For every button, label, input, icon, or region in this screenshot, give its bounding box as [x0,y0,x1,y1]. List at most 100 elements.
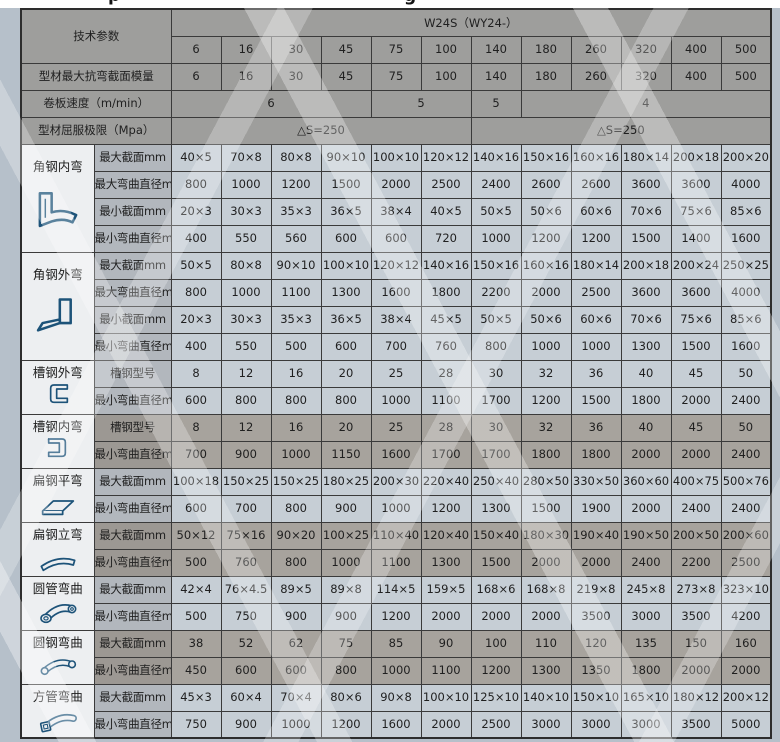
value-cell: 1800 [620,656,672,685]
row-label-cell: 最小弯曲直径mm [93,602,172,631]
value-cell: 500×76 [720,467,772,496]
value-cell: 2000 [620,494,672,523]
value-cell: 900 [320,494,372,523]
row-label-cell: 最小弯曲直径mm [93,656,172,685]
value-cell: 1300 [520,656,572,685]
value-cell: 3000 [570,710,622,739]
value-cell: 3000 [520,710,572,739]
value-cell: 3600 [670,278,722,307]
value-cell: 1150 [320,440,372,469]
value-cell: 800 [220,386,272,415]
value-cell: 2400 [620,548,672,577]
value-cell: 30×3 [220,197,272,226]
row-label-cell: 最大截面mm [93,143,172,172]
value-cell: 100×18 [170,467,222,496]
value-cell: 200×12 [720,683,772,712]
value-cell: 45 [670,359,722,388]
value-cell: 360×60 [620,467,672,496]
value-cell: 1700 [420,440,472,469]
value-cell: 2000 [370,170,422,199]
value-cell: 50×5 [470,305,522,334]
value-cell: 100×10 [370,143,422,172]
section-icon-cell: 圆钢弯曲 [20,629,95,685]
value-cell: 35×3 [270,305,322,334]
column-header-cell: 260 [570,35,622,64]
value-cell: 114×5 [370,575,422,604]
value-cell: 1350 [570,656,622,685]
value-cell: 760 [420,332,472,361]
value-cell: 4000 [720,170,772,199]
value-cell: 200×50 [670,521,722,550]
section-title: 圆钢弯曲 [32,634,83,650]
value-cell: 323×10 [720,575,772,604]
value-cell: 45×3 [170,683,222,712]
row-label-cell: 最小弯曲直径mm [93,224,172,253]
section-title: 角钢内弯 [32,158,83,174]
value-cell: 5 [470,89,522,118]
value-cell: 2400 [720,494,772,523]
value-cell: 600 [320,332,372,361]
channel-outer-bend-icon [22,379,93,411]
value-cell: 700 [370,332,422,361]
value-cell: 168×8 [520,575,572,604]
param-header-cell: 技术参数 [20,8,172,64]
section-title: 方管弯曲 [32,688,83,704]
value-cell: 90×10 [270,251,322,280]
value-cell: 89×5 [270,575,322,604]
value-cell: 2400 [720,440,772,469]
flat-steel-edge-bend-icon [22,541,93,573]
value-cell: 25 [370,413,422,442]
column-header-cell: 45 [320,35,372,64]
value-cell: 2400 [670,494,722,523]
value-cell: 3500 [670,710,722,739]
value-cell: 135 [620,629,672,658]
value-cell: 800 [270,386,322,415]
value-cell: 50×5 [170,251,222,280]
value-cell: 3600 [620,170,672,199]
value-cell: 150×40 [470,521,522,550]
value-cell: 80×6 [320,683,372,712]
value-cell: 70×6 [620,197,672,226]
value-cell: 75×6 [670,305,722,334]
value-cell: 600 [370,224,422,253]
column-header-cell: 500 [720,35,772,64]
value-cell: 150×25 [270,467,322,496]
value-cell: 500 [720,62,772,91]
value-cell: 3500 [570,602,622,631]
value-cell: 550 [220,224,272,253]
value-cell: 40 [620,413,672,442]
value-cell: 85×6 [720,197,772,226]
value-cell: 1600 [720,224,772,253]
value-cell: 1200 [470,656,522,685]
row-label-cell: 槽钢型号 [93,413,172,442]
value-cell: 6 [170,62,222,91]
value-cell: △S=250 [170,116,472,145]
value-cell: 1200 [320,710,372,739]
value-cell: 1500 [320,170,372,199]
value-cell: 32 [520,359,572,388]
value-cell: 1000 [320,548,372,577]
value-cell: 36 [570,413,622,442]
value-cell: 30 [470,413,522,442]
value-cell: 500 [170,548,222,577]
value-cell: 80×8 [220,251,272,280]
value-cell: 4000 [720,278,772,307]
value-cell: 200×18 [670,143,722,172]
value-cell: 1600 [370,440,422,469]
value-cell: 190×50 [620,521,672,550]
value-cell: 70×6 [620,305,672,334]
value-cell: 3000 [620,710,672,739]
value-cell: 70×4 [270,683,322,712]
value-cell: 110×40 [370,521,422,550]
section-title: 槽钢外弯 [32,364,83,380]
value-cell: △S=250 [470,116,772,145]
value-cell: 1000 [370,386,422,415]
value-cell: 1200 [520,386,572,415]
value-cell: 1000 [520,332,572,361]
value-cell: 3500 [670,602,722,631]
value-cell: 1500 [470,548,522,577]
value-cell: 500 [270,332,322,361]
value-cell: 30×3 [220,305,272,334]
cropped-title-fragment: p [108,0,120,6]
section-title: 槽钢内弯 [32,418,83,434]
